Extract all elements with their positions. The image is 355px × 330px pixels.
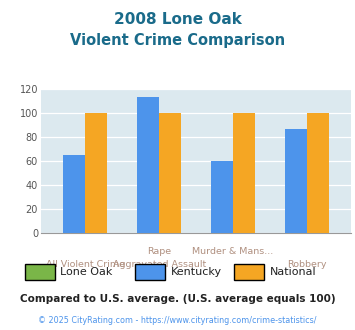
Bar — [285, 129, 307, 233]
Text: Kentucky: Kentucky — [170, 267, 222, 277]
Bar — [159, 113, 181, 233]
Text: Lone Oak: Lone Oak — [60, 267, 113, 277]
Text: 2008 Lone Oak: 2008 Lone Oak — [114, 12, 241, 26]
Bar — [63, 155, 85, 233]
Text: All Violent Crime: All Violent Crime — [46, 260, 125, 269]
Bar — [233, 113, 255, 233]
Text: Rape: Rape — [147, 247, 171, 255]
Bar — [211, 161, 233, 233]
Text: National: National — [270, 267, 316, 277]
Text: Aggravated Assault: Aggravated Assault — [113, 260, 206, 269]
Text: Robbery: Robbery — [287, 260, 327, 269]
Text: Violent Crime Comparison: Violent Crime Comparison — [70, 33, 285, 48]
Bar — [85, 113, 107, 233]
Text: Compared to U.S. average. (U.S. average equals 100): Compared to U.S. average. (U.S. average … — [20, 294, 335, 304]
Text: Murder & Mans...: Murder & Mans... — [192, 247, 274, 255]
Bar — [137, 97, 159, 233]
Text: © 2025 CityRating.com - https://www.cityrating.com/crime-statistics/: © 2025 CityRating.com - https://www.city… — [38, 316, 317, 325]
Bar — [307, 113, 329, 233]
